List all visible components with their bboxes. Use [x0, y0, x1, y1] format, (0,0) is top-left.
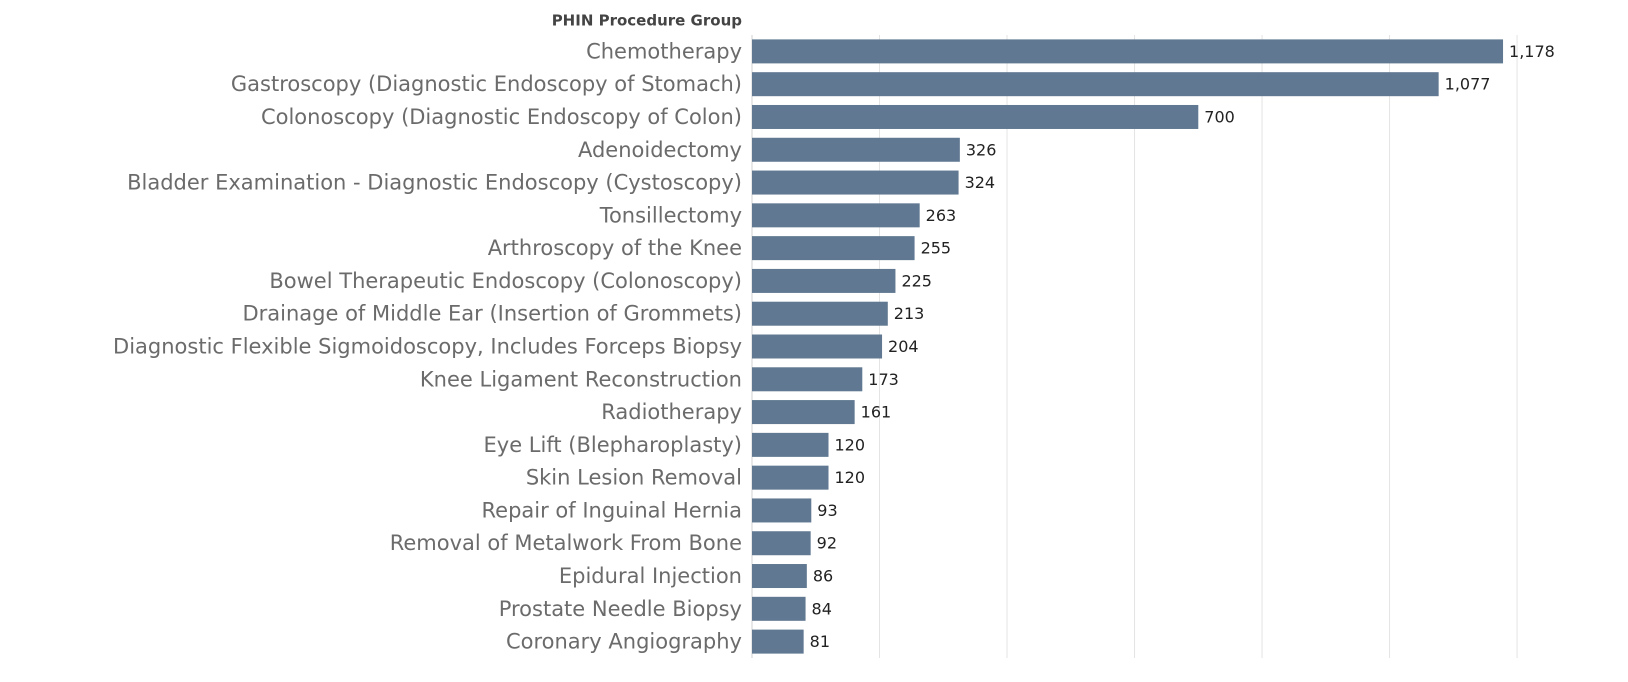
bar [752, 564, 807, 589]
category-label: Tonsillectomy [599, 203, 742, 227]
axis-title: PHIN Procedure Group [552, 12, 743, 30]
category-label: Gastroscopy (Diagnostic Endoscopy of Sto… [231, 72, 742, 96]
category-label: Skin Lesion Removal [526, 466, 742, 490]
value-label: 255 [921, 239, 952, 258]
bar [752, 137, 960, 162]
value-label: 700 [1204, 107, 1235, 126]
value-label: 84 [812, 599, 832, 618]
category-label: Removal of Metalwork From Bone [390, 531, 742, 555]
value-label: 1,178 [1509, 42, 1555, 61]
category-label: Bladder Examination - Diagnostic Endosco… [127, 171, 742, 195]
category-label: Eye Lift (Blepharoplasty) [484, 433, 742, 457]
bar [752, 72, 1439, 97]
bar [752, 629, 804, 654]
category-label: Arthroscopy of the Knee [488, 236, 742, 260]
bar [752, 334, 883, 359]
category-label: Knee Ligament Reconstruction [420, 367, 742, 391]
bar [752, 367, 863, 392]
value-label: 263 [926, 206, 957, 225]
value-label: 120 [835, 435, 866, 454]
category-label: Drainage of Middle Ear (Insertion of Gro… [242, 302, 742, 326]
value-label: 86 [813, 567, 833, 586]
category-label: Repair of Inguinal Hernia [482, 498, 742, 522]
value-label: 1,077 [1445, 75, 1491, 94]
bar [752, 170, 959, 195]
category-label: Bowel Therapeutic Endoscopy (Colonoscopy… [269, 269, 742, 293]
category-label: Chemotherapy [586, 39, 742, 63]
category-label: Coronary Angiography [506, 630, 742, 654]
value-label: 173 [868, 370, 899, 389]
bar [752, 104, 1199, 129]
value-label: 92 [817, 534, 837, 553]
value-label: 213 [894, 304, 925, 323]
category-label: Adenoidectomy [578, 138, 742, 162]
value-label: 120 [835, 468, 866, 487]
value-label: 161 [861, 403, 892, 422]
bar [752, 236, 915, 261]
value-label: 81 [810, 632, 830, 651]
bar [752, 465, 829, 490]
value-label: 326 [966, 140, 997, 159]
bar [752, 268, 896, 293]
value-label: 324 [965, 173, 996, 192]
value-label: 225 [901, 271, 932, 290]
bar [752, 531, 811, 556]
bar [752, 400, 855, 425]
category-label: Radiotherapy [601, 400, 742, 424]
category-label: Diagnostic Flexible Sigmoidoscopy, Inclu… [113, 335, 742, 359]
bar [752, 498, 812, 523]
category-label: Epidural Injection [559, 564, 742, 588]
value-label: 93 [817, 501, 837, 520]
value-label: 204 [888, 337, 919, 356]
bar [752, 596, 806, 621]
bar [752, 432, 829, 457]
category-label: Prostate Needle Biopsy [499, 597, 742, 621]
category-label: Colonoscopy (Diagnostic Endoscopy of Col… [261, 105, 742, 129]
bar [752, 39, 1504, 64]
bar [752, 203, 920, 228]
bar [752, 301, 888, 326]
